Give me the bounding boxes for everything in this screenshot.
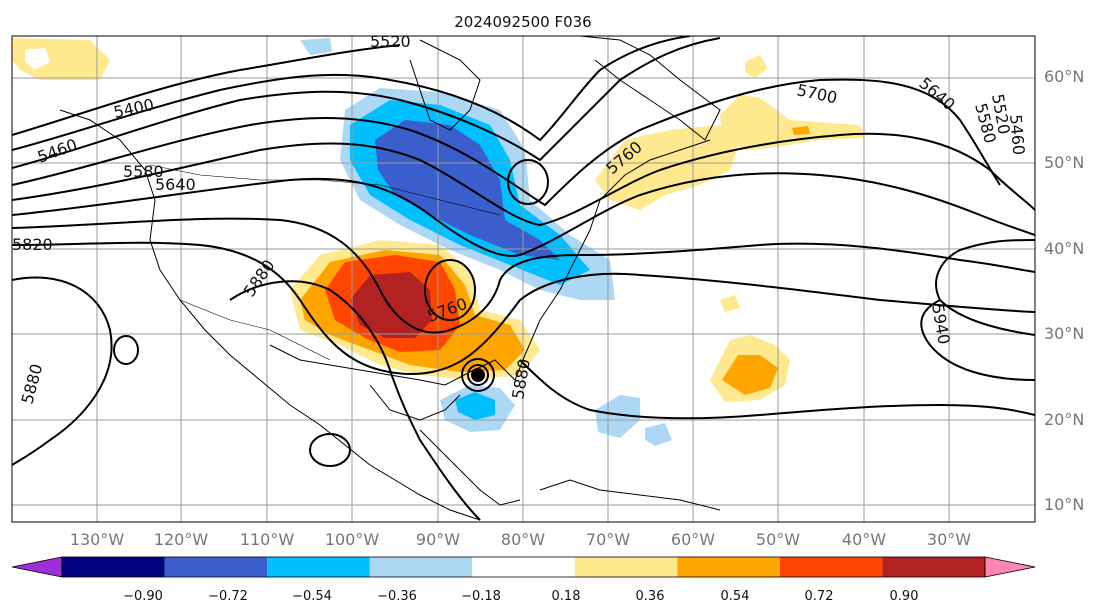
lat-tick-label: 20°N — [1044, 410, 1084, 429]
lon-tick-label: 40°W — [842, 530, 886, 549]
coastline-south-america — [539, 479, 721, 511]
lon-tick-label: 120°W — [154, 530, 209, 549]
contour-closed-low-gl — [507, 159, 549, 205]
lon-tick-label: 110°W — [240, 530, 295, 549]
contour-5460 — [12, 36, 691, 151]
coastline-yucatan — [369, 384, 461, 421]
colorbar-tick-label: −0.54 — [292, 589, 332, 604]
colorbar-extend-min — [11, 556, 63, 578]
contour-closed-low-plains — [424, 259, 476, 321]
hurricane-ring-outer — [461, 358, 495, 392]
lon-tick-label: 100°W — [325, 530, 380, 549]
contour-5400 — [12, 44, 401, 136]
colorbar-tick-label: 0.90 — [890, 589, 919, 604]
contour-closed-pacific — [113, 335, 139, 365]
colorbar-segment — [164, 557, 268, 577]
colorbar — [11, 556, 1036, 578]
hurricane-center — [461, 358, 495, 392]
graticule — [12, 36, 1035, 522]
lon-tick-label: 90°W — [416, 530, 460, 549]
contour-5940-b — [920, 299, 1035, 381]
shade-caribbean-negative-1 — [595, 395, 640, 438]
colorbar-tick-label: 0.54 — [721, 589, 750, 604]
shade-mid-atlantic-small — [720, 295, 740, 312]
lon-tick-label: 50°W — [756, 530, 800, 549]
colorbar-tick-label: −0.72 — [208, 589, 248, 604]
contour-5520 — [12, 37, 721, 169]
colorbar-segment — [677, 557, 780, 577]
border-us-mexico — [179, 299, 331, 361]
colorbar-segment — [574, 557, 678, 577]
lon-tick-label: 30°W — [927, 530, 971, 549]
lon-tick-label: 80°W — [501, 530, 545, 549]
height-contours — [12, 36, 1035, 521]
lat-tick-label: 50°N — [1044, 153, 1084, 172]
lon-axis: 130°W 120°W 110°W 100°W 90°W 80°W 70°W 6… — [70, 530, 971, 549]
contour-5580 — [12, 78, 1001, 207]
contour-5820 — [12, 241, 1035, 376]
colorbar-tick-label: −0.90 — [123, 589, 163, 604]
border-us-canada — [149, 164, 501, 216]
contour-label: 5580 — [123, 162, 164, 181]
anomaly-shading — [12, 38, 865, 446]
lon-tick-label: 70°W — [586, 530, 630, 549]
shade-alaska-positive — [12, 38, 110, 80]
lon-tick-label: 130°W — [70, 530, 125, 549]
lat-axis: 60°N 50°N 40°N 30°N 20°N 10°N — [1044, 67, 1084, 514]
lon-tick-label: 60°W — [671, 530, 715, 549]
contour-label: 5640 — [155, 175, 196, 194]
shade-southern-plains-max — [350, 272, 432, 338]
coastline-pacific-north-america — [59, 109, 481, 521]
contour-closed-mexico — [309, 433, 351, 467]
contour-label: 5460 — [1006, 114, 1028, 156]
map-title: 2024092500 F036 — [454, 13, 591, 31]
colorbar-segment — [779, 557, 883, 577]
lat-tick-label: 40°N — [1044, 239, 1084, 258]
colorbar-tick-label: −0.36 — [377, 589, 417, 604]
lat-tick-label: 60°N — [1044, 67, 1084, 86]
colorbar-tick-label: 0.18 — [552, 589, 581, 604]
hurricane-ring-inner — [467, 364, 489, 386]
colorbar-segment — [267, 557, 370, 577]
colorbar-tick-label: 0.36 — [636, 589, 665, 604]
shade-labrador-sea-orange — [792, 126, 810, 135]
shade-greenland-positive — [745, 55, 768, 78]
contour-5700 — [12, 172, 1035, 257]
contour-5880-b — [229, 280, 481, 521]
contour-5940 — [935, 239, 1035, 336]
shade-gulf-negative-mid — [455, 392, 495, 420]
shade-central-atlantic-mid — [722, 355, 778, 395]
map-panel: 5520 5400 5460 5580 5640 5820 5880 5760 … — [11, 32, 1036, 523]
coastline-gulf-atlantic — [269, 139, 711, 386]
shade-great-lakes-strong — [375, 120, 560, 260]
shade-caribbean-negative-2 — [645, 423, 672, 446]
map-frame — [11, 35, 1036, 523]
contour-5760 — [12, 217, 1035, 334]
coastline-central-america — [419, 429, 521, 506]
contour-label: 5820 — [12, 235, 53, 254]
contour-label: 5520 — [370, 32, 411, 51]
colorbar-ticks: −0.90 −0.72 −0.54 −0.36 −0.18 0.18 0.36 … — [123, 589, 918, 604]
colorbar-tick-label: −0.18 — [461, 589, 501, 604]
colorbar-tick-label: 0.72 — [805, 589, 834, 604]
hurricane-eye — [471, 368, 485, 382]
contour-5640 — [12, 132, 1035, 227]
contour-5880-atl — [519, 359, 1035, 420]
colorbar-segment — [369, 557, 473, 577]
contour-5880 — [12, 276, 113, 466]
colorbar-segment — [882, 557, 985, 577]
shade-yukon-negative — [300, 38, 332, 55]
colorbar-extend-max — [984, 556, 1036, 578]
lat-tick-label: 10°N — [1044, 495, 1084, 514]
colorbar-frame — [61, 556, 986, 578]
coastline-greenland — [579, 36, 721, 141]
shade-alaska-hole — [25, 48, 50, 70]
lat-tick-label: 30°N — [1044, 324, 1084, 343]
colorbar-segment — [62, 557, 165, 577]
colorbar-segment — [472, 557, 575, 577]
